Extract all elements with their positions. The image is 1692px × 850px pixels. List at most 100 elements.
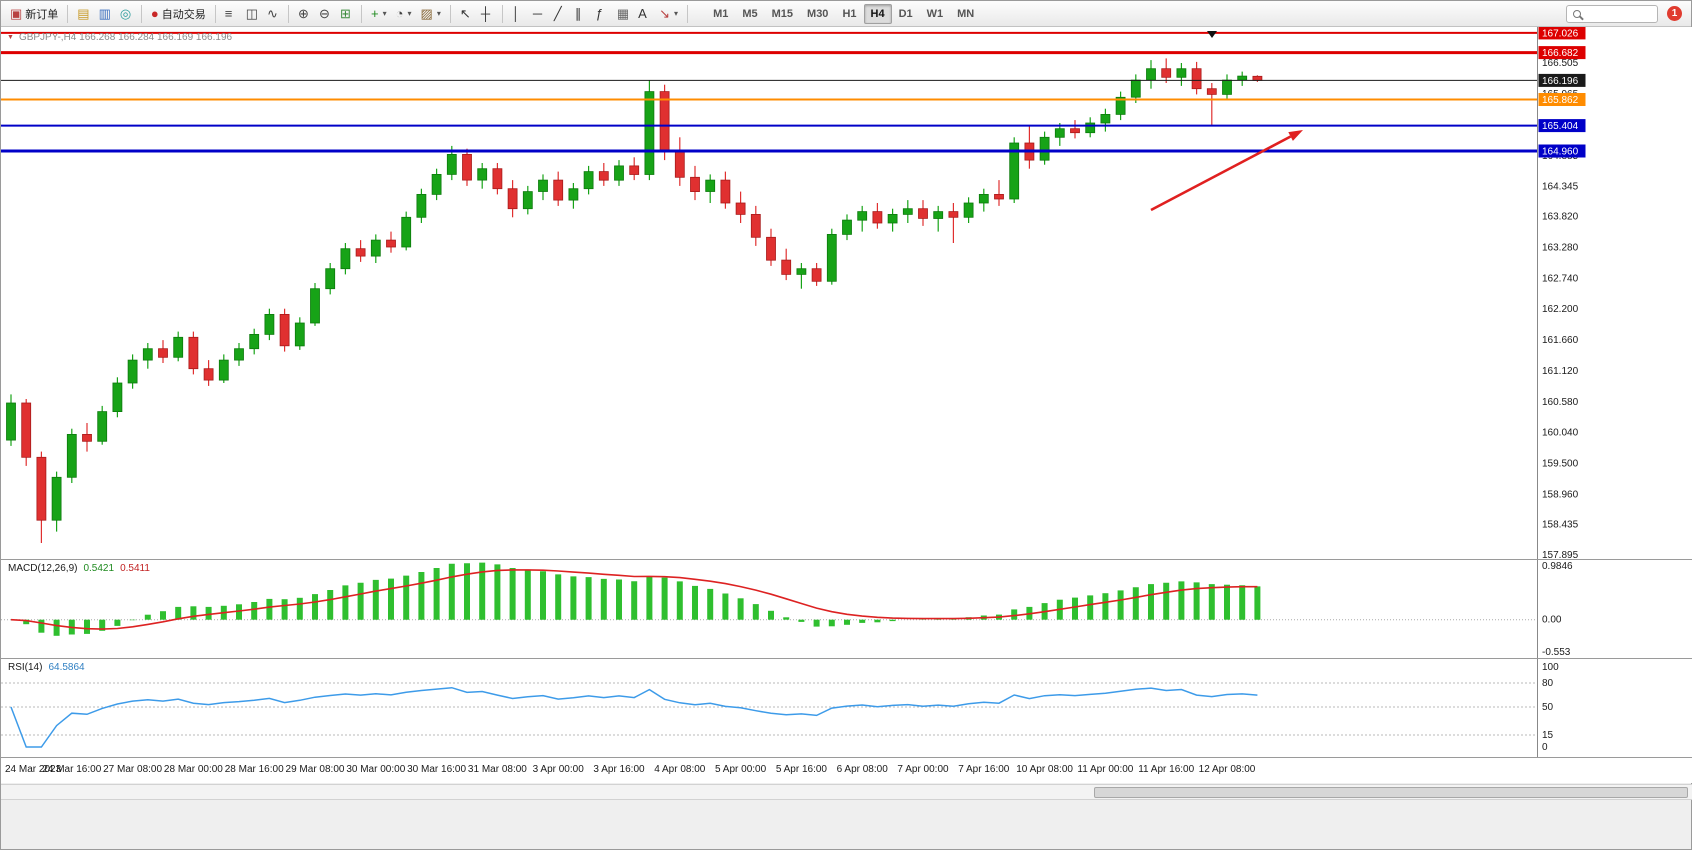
svg-text:100: 100 (1542, 662, 1559, 673)
date-label: 6 Apr 08:00 (836, 764, 888, 775)
zoom-in-button[interactable]: ⊕ (294, 4, 314, 24)
price-badge: 164.960 (1538, 144, 1586, 158)
new-order-button[interactable]: ▣ 新订单 (6, 4, 62, 24)
price-badge: 166.682 (1538, 46, 1586, 60)
search-box[interactable] (1566, 4, 1658, 23)
svg-text:162.740: 162.740 (1542, 273, 1579, 284)
toolbar-separator (687, 4, 689, 23)
market-watch-icon: ◎ (119, 6, 132, 21)
timeframe-h4-button[interactable]: H4 (863, 3, 892, 24)
panel-divider (1, 658, 1692, 659)
price-badge: 166.196 (1538, 73, 1586, 87)
macd-panel[interactable]: 0.9846 0.00 -0.553 (1, 560, 1692, 658)
timeframe-d1-button[interactable]: D1 (898, 7, 913, 20)
price-badge: 165.404 (1538, 119, 1586, 133)
svg-text:162.200: 162.200 (1542, 304, 1579, 315)
svg-text:0: 0 (1542, 742, 1548, 753)
date-label: 3 Apr 16:00 (593, 764, 645, 775)
date-label: 11 Apr 16:00 (1138, 764, 1195, 775)
new-chart-button[interactable]: ▤ (73, 4, 93, 24)
panel-divider (1, 559, 1692, 560)
vertical-line-icon: │ (511, 6, 520, 21)
svg-text:166.505: 166.505 (1542, 58, 1579, 69)
line-chart-button[interactable]: ∿ (263, 4, 283, 24)
bar-chart-icon: ≡ (224, 6, 233, 21)
autotrading-button[interactable]: ● 自动交易 (147, 4, 210, 24)
toolbar-separator (501, 4, 503, 23)
bar-marker-icon (1207, 31, 1217, 38)
svg-text:160.040: 160.040 (1542, 428, 1579, 439)
fibonacci-button[interactable]: ƒ (592, 4, 612, 24)
timeframe-w1-button[interactable]: W1 (926, 7, 944, 20)
cursor-icon: ↖ (459, 6, 471, 21)
svg-text:158.435: 158.435 (1542, 519, 1579, 530)
autotrading-button-label: 自动交易 (161, 8, 206, 21)
rsi-panel[interactable]: 100 80 50 150 (1, 659, 1692, 757)
svg-text:165.862: 165.862 (1542, 95, 1579, 106)
crosshair-button[interactable]: ┼ (477, 4, 497, 24)
text-button[interactable]: A (634, 4, 654, 24)
cursor-button[interactable]: ↖ (456, 4, 476, 24)
profiles-icon: ▥ (98, 6, 111, 21)
macd-signal-value: 0.5411 (120, 563, 150, 574)
rsi-line (10, 686, 1258, 748)
periods-icon: ◔ (395, 6, 404, 21)
date-label: 7 Apr 00:00 (897, 764, 949, 775)
date-label: 30 Mar 00:00 (346, 764, 406, 775)
toolbar-separator (288, 4, 290, 23)
date-label: 5 Apr 00:00 (715, 764, 767, 775)
toolbar-separator (140, 4, 142, 23)
vertical-line-button[interactable]: │ (508, 4, 528, 24)
svg-text:160.580: 160.580 (1542, 397, 1579, 408)
timeframe-h1-button[interactable]: H1 (842, 7, 857, 20)
macd-main-value: 0.5421 (83, 563, 115, 574)
svg-text:-0.553: -0.553 (1542, 647, 1571, 658)
dropdown-caret-icon: ▾ (407, 9, 412, 18)
horizontal-scrollbar[interactable] (1, 784, 1692, 800)
date-label: 28 Mar 00:00 (163, 764, 223, 775)
arrows-button[interactable]: ↘ ▾ (655, 4, 682, 24)
search-input[interactable] (1586, 8, 1648, 19)
indicators-icon: + (371, 6, 379, 21)
trendline-button[interactable]: ╱ (550, 4, 570, 24)
timeframe-m30-button[interactable]: M30 (807, 7, 829, 20)
time-axis: 24 Mar 2023 24 Mar 16:00 27 Mar 08:00 28 Ma… (1, 758, 1692, 783)
zoom-out-button[interactable]: ⊖ (315, 4, 335, 24)
periods-button[interactable]: ◔ ▾ (392, 4, 416, 24)
bar-chart-button[interactable]: ≡ (221, 4, 241, 24)
line-chart-icon: ∿ (267, 6, 278, 21)
channel-button[interactable]: ∥ (571, 4, 591, 24)
shapes-button[interactable]: ▦ (613, 4, 633, 24)
timeframe-mn-button[interactable]: MN (957, 7, 975, 20)
svg-text:0.00: 0.00 (1542, 615, 1562, 626)
scrollbar-thumb[interactable] (1094, 787, 1688, 798)
svg-text:165.404: 165.404 (1542, 121, 1579, 132)
toolbar-buttons: ▣ 新订单 ▤ ▥ ◎ ● 自动交易 ≡ ◫ ∿ ⊕ ⊖ ⊞ + ▾ ◔ ▾ ▨ ▾ ↖ ┼ │ ─ ╱ ∥ ƒ ▦ A ↘ ▾ (6, 4, 692, 24)
market-watch-button[interactable]: ◎ (116, 4, 136, 24)
trend-arrow[interactable] (1150, 130, 1303, 212)
candlestick-chart-icon: ◫ (245, 6, 259, 21)
svg-text:161.660: 161.660 (1542, 335, 1579, 346)
date-label: 12 Apr 08:00 (1198, 764, 1256, 775)
horizontal-line-button[interactable]: ─ (529, 4, 549, 24)
macd-signal-line (10, 569, 1258, 630)
svg-text:158.960: 158.960 (1542, 489, 1579, 500)
notification-badge[interactable]: 1 (1667, 6, 1682, 21)
timeframe-m1-button[interactable]: M1 (713, 7, 729, 20)
toolbar-separator (361, 4, 363, 23)
new-order-icon: ▣ (10, 6, 23, 21)
profiles-button[interactable]: ▥ (95, 4, 115, 24)
tile-windows-button[interactable]: ⊞ (336, 4, 356, 24)
timeframe-m15-button[interactable]: M15 (771, 7, 794, 20)
date-label: 24 Mar 2023 (5, 764, 62, 775)
templates-button[interactable]: ▨ ▾ (417, 4, 445, 24)
svg-text:166.196: 166.196 (1542, 76, 1579, 87)
macd-label: MACD(12,26,9) 0.5421 0.5411 (8, 563, 150, 574)
price-chart[interactable]: 166.505165.965165.425164.885164.345163.8… (1, 27, 1692, 559)
date-label: 11 Apr 00:00 (1077, 764, 1134, 775)
macd-name: MACD(12,26,9) (8, 563, 78, 574)
timeframe-m5-button[interactable]: M5 (742, 7, 758, 20)
candlestick-chart-button[interactable]: ◫ (242, 4, 262, 24)
chart-symbol-icon: ▼ (7, 34, 14, 41)
indicators-button[interactable]: + ▾ (367, 4, 391, 24)
